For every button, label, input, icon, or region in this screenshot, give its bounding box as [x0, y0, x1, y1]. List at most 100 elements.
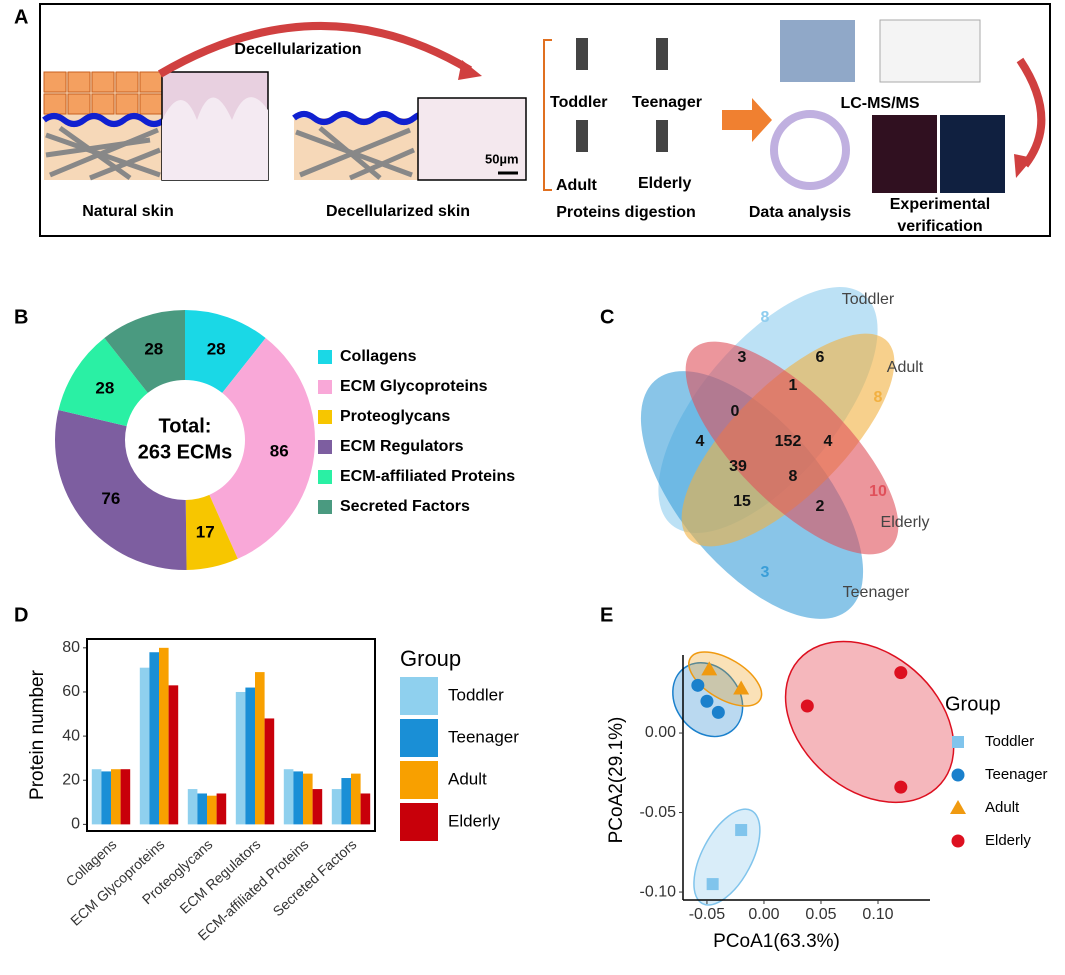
circos-plot: [770, 110, 850, 190]
group-label: Adult: [556, 177, 598, 194]
legend-marker: [950, 800, 966, 814]
panel-label: B: [14, 306, 28, 328]
histology-tissue: [162, 97, 268, 180]
data-label: 28: [95, 378, 114, 397]
legend-label: ECM Glycoproteins: [340, 378, 488, 395]
legend-label: Collagens: [340, 348, 417, 365]
bar: [120, 769, 131, 825]
y-tick-label: 80: [62, 639, 80, 656]
legend-swatch: [400, 761, 438, 799]
point: [894, 666, 908, 680]
region-count: 152: [775, 433, 802, 450]
x-tick-label: 0.05: [805, 906, 836, 923]
panel-label: A: [14, 6, 28, 28]
bar: [187, 789, 198, 825]
panel-label: D: [14, 604, 28, 626]
group-ellipse: [693, 808, 761, 906]
region-count: 3: [738, 349, 747, 366]
legend-label: Toddler: [448, 685, 504, 704]
legend-marker: [951, 834, 965, 848]
step-label: Decellularization: [234, 41, 361, 58]
legend-marker: [952, 736, 964, 748]
step-label: Proteins digestion: [556, 204, 696, 221]
scale-label: 50µm: [485, 151, 519, 166]
bar: [111, 769, 121, 825]
x-tick-label: 0.10: [862, 906, 893, 923]
data-label: 28: [207, 340, 226, 359]
step-label: LC-MS/MS: [840, 95, 919, 112]
region-count: 8: [761, 309, 770, 326]
venn-set: [685, 341, 899, 555]
membrane: [292, 111, 436, 125]
bar: [101, 771, 111, 825]
x-tick-label: 0.00: [748, 906, 779, 923]
y-tick-label: 40: [62, 727, 80, 744]
legend-label: Teenager: [448, 727, 519, 746]
step-label: verification: [897, 218, 982, 235]
group-label: Elderly: [638, 175, 691, 192]
bar: [255, 672, 265, 825]
membrane: [42, 113, 166, 127]
panel-label: E: [600, 604, 613, 626]
bar: [168, 685, 179, 825]
bar: [149, 652, 159, 825]
point: [706, 878, 719, 891]
legend-swatch: [318, 350, 332, 364]
legend-label: Elderly: [448, 811, 500, 830]
legend-label: Adult: [985, 799, 1020, 816]
legend-label: Elderly: [985, 832, 1031, 849]
region-count: 1: [789, 377, 798, 394]
region-count: 0: [731, 403, 740, 420]
group-ellipse: [784, 640, 955, 804]
point: [711, 705, 725, 719]
cells: [43, 71, 163, 115]
region-count: 4: [696, 433, 705, 450]
bar: [312, 789, 323, 825]
data-label: 86: [270, 441, 289, 460]
donut-segment: [58, 338, 148, 427]
set-label: Teenager: [843, 584, 910, 601]
instrument: [780, 20, 855, 82]
data-label: 17: [196, 522, 215, 541]
bar: [341, 778, 351, 825]
donut-segment: [185, 310, 266, 393]
y-tick-label: 20: [62, 771, 80, 788]
legend-marker: [951, 768, 965, 782]
arrow-head: [1014, 154, 1033, 178]
legend-swatch: [400, 719, 438, 757]
region-count: 8: [874, 389, 883, 406]
legend-label: Teenager: [985, 766, 1048, 783]
bar: [303, 773, 313, 825]
fluorescence-image: [940, 115, 1005, 193]
region-count: 10: [869, 483, 887, 500]
legend-swatch: [318, 470, 332, 484]
region-count: 8: [789, 468, 798, 485]
x-tick-label: -0.05: [689, 906, 726, 923]
y-axis-label: Protein number: [27, 669, 48, 800]
region-count: 39: [729, 458, 747, 475]
fluorescence-image: [872, 115, 937, 193]
bar: [293, 771, 303, 825]
arrow: [722, 98, 772, 142]
group-label: Teenager: [632, 94, 702, 111]
point: [733, 680, 750, 695]
x-axis-label: PCoA1(63.3%): [713, 931, 840, 952]
center-text: Total:: [159, 415, 212, 437]
donut-segment: [54, 409, 187, 570]
legend-swatch: [318, 500, 332, 514]
region-count: 2: [816, 498, 825, 515]
bar: [264, 718, 275, 825]
point: [700, 694, 714, 708]
x-tick-label: ECM Regulators: [176, 836, 263, 917]
legend-label: Proteoglycans: [340, 408, 450, 425]
bar: [91, 769, 102, 825]
set-label: Elderly: [881, 514, 930, 531]
bar: [207, 795, 217, 825]
legend-label: ECM-affiliated Proteins: [340, 468, 515, 485]
point: [800, 699, 814, 713]
region-count: 3: [761, 564, 770, 581]
legend-swatch: [400, 677, 438, 715]
donut-segment: [185, 494, 238, 570]
legend-label: Secreted Factors: [340, 498, 470, 515]
legend-swatch: [400, 803, 438, 841]
